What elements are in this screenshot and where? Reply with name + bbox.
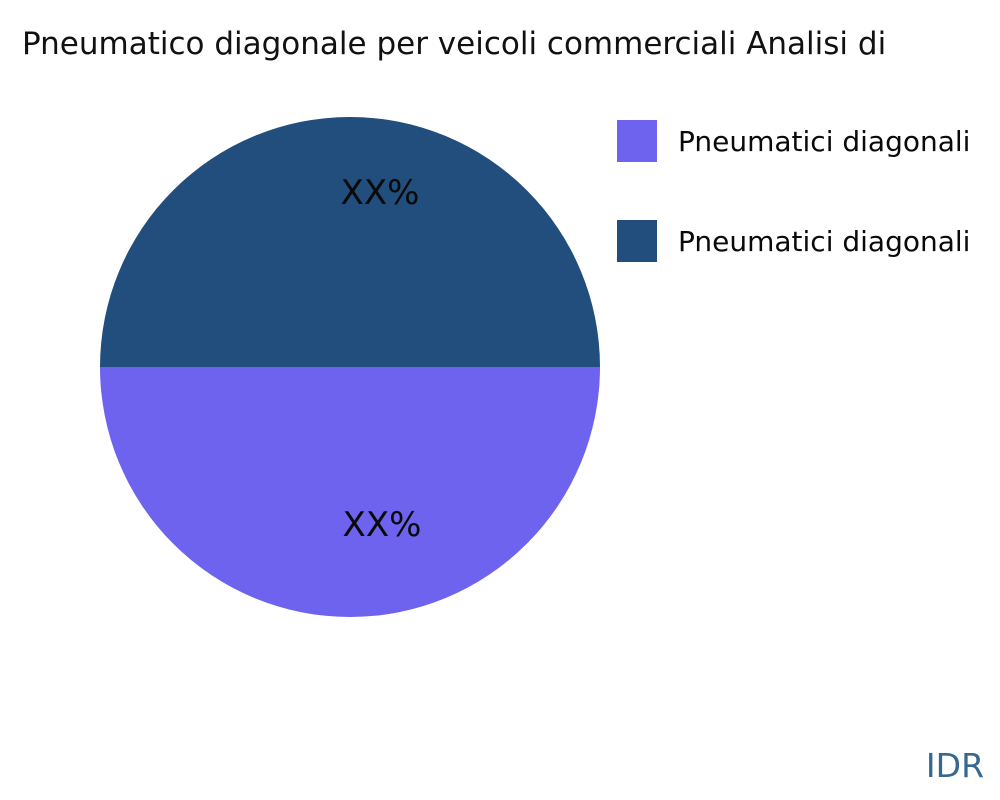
watermark-idr: IDR	[925, 746, 984, 785]
legend-entry-2: Pneumatici diagonali	[617, 220, 970, 262]
legend: Pneumatici diagonali Pneumatici diagonal…	[617, 120, 970, 262]
legend-entry-1-label: Pneumatici diagonali	[678, 124, 971, 158]
legend-swatch-purple-rect	[617, 120, 657, 162]
pie-slice-bottom	[100, 367, 600, 617]
legend-entry-2-label: Pneumatici diagonali	[678, 224, 971, 258]
pie-svg	[100, 117, 600, 617]
legend-swatch-darkblue-icon	[617, 220, 657, 262]
pie-chart: XX% XX%	[100, 117, 600, 617]
pie-slice-top-value-label: XX%	[340, 173, 420, 213]
legend-swatch-purple-icon	[617, 120, 657, 162]
pie-slice-top	[100, 117, 600, 367]
legend-swatch-darkblue-rect	[617, 220, 657, 262]
chart-title: Pneumatico diagonale per veicoli commerc…	[22, 26, 887, 62]
pie-slice-bottom-value-label: XX%	[342, 505, 422, 545]
legend-entry-1: Pneumatici diagonali	[617, 120, 970, 162]
